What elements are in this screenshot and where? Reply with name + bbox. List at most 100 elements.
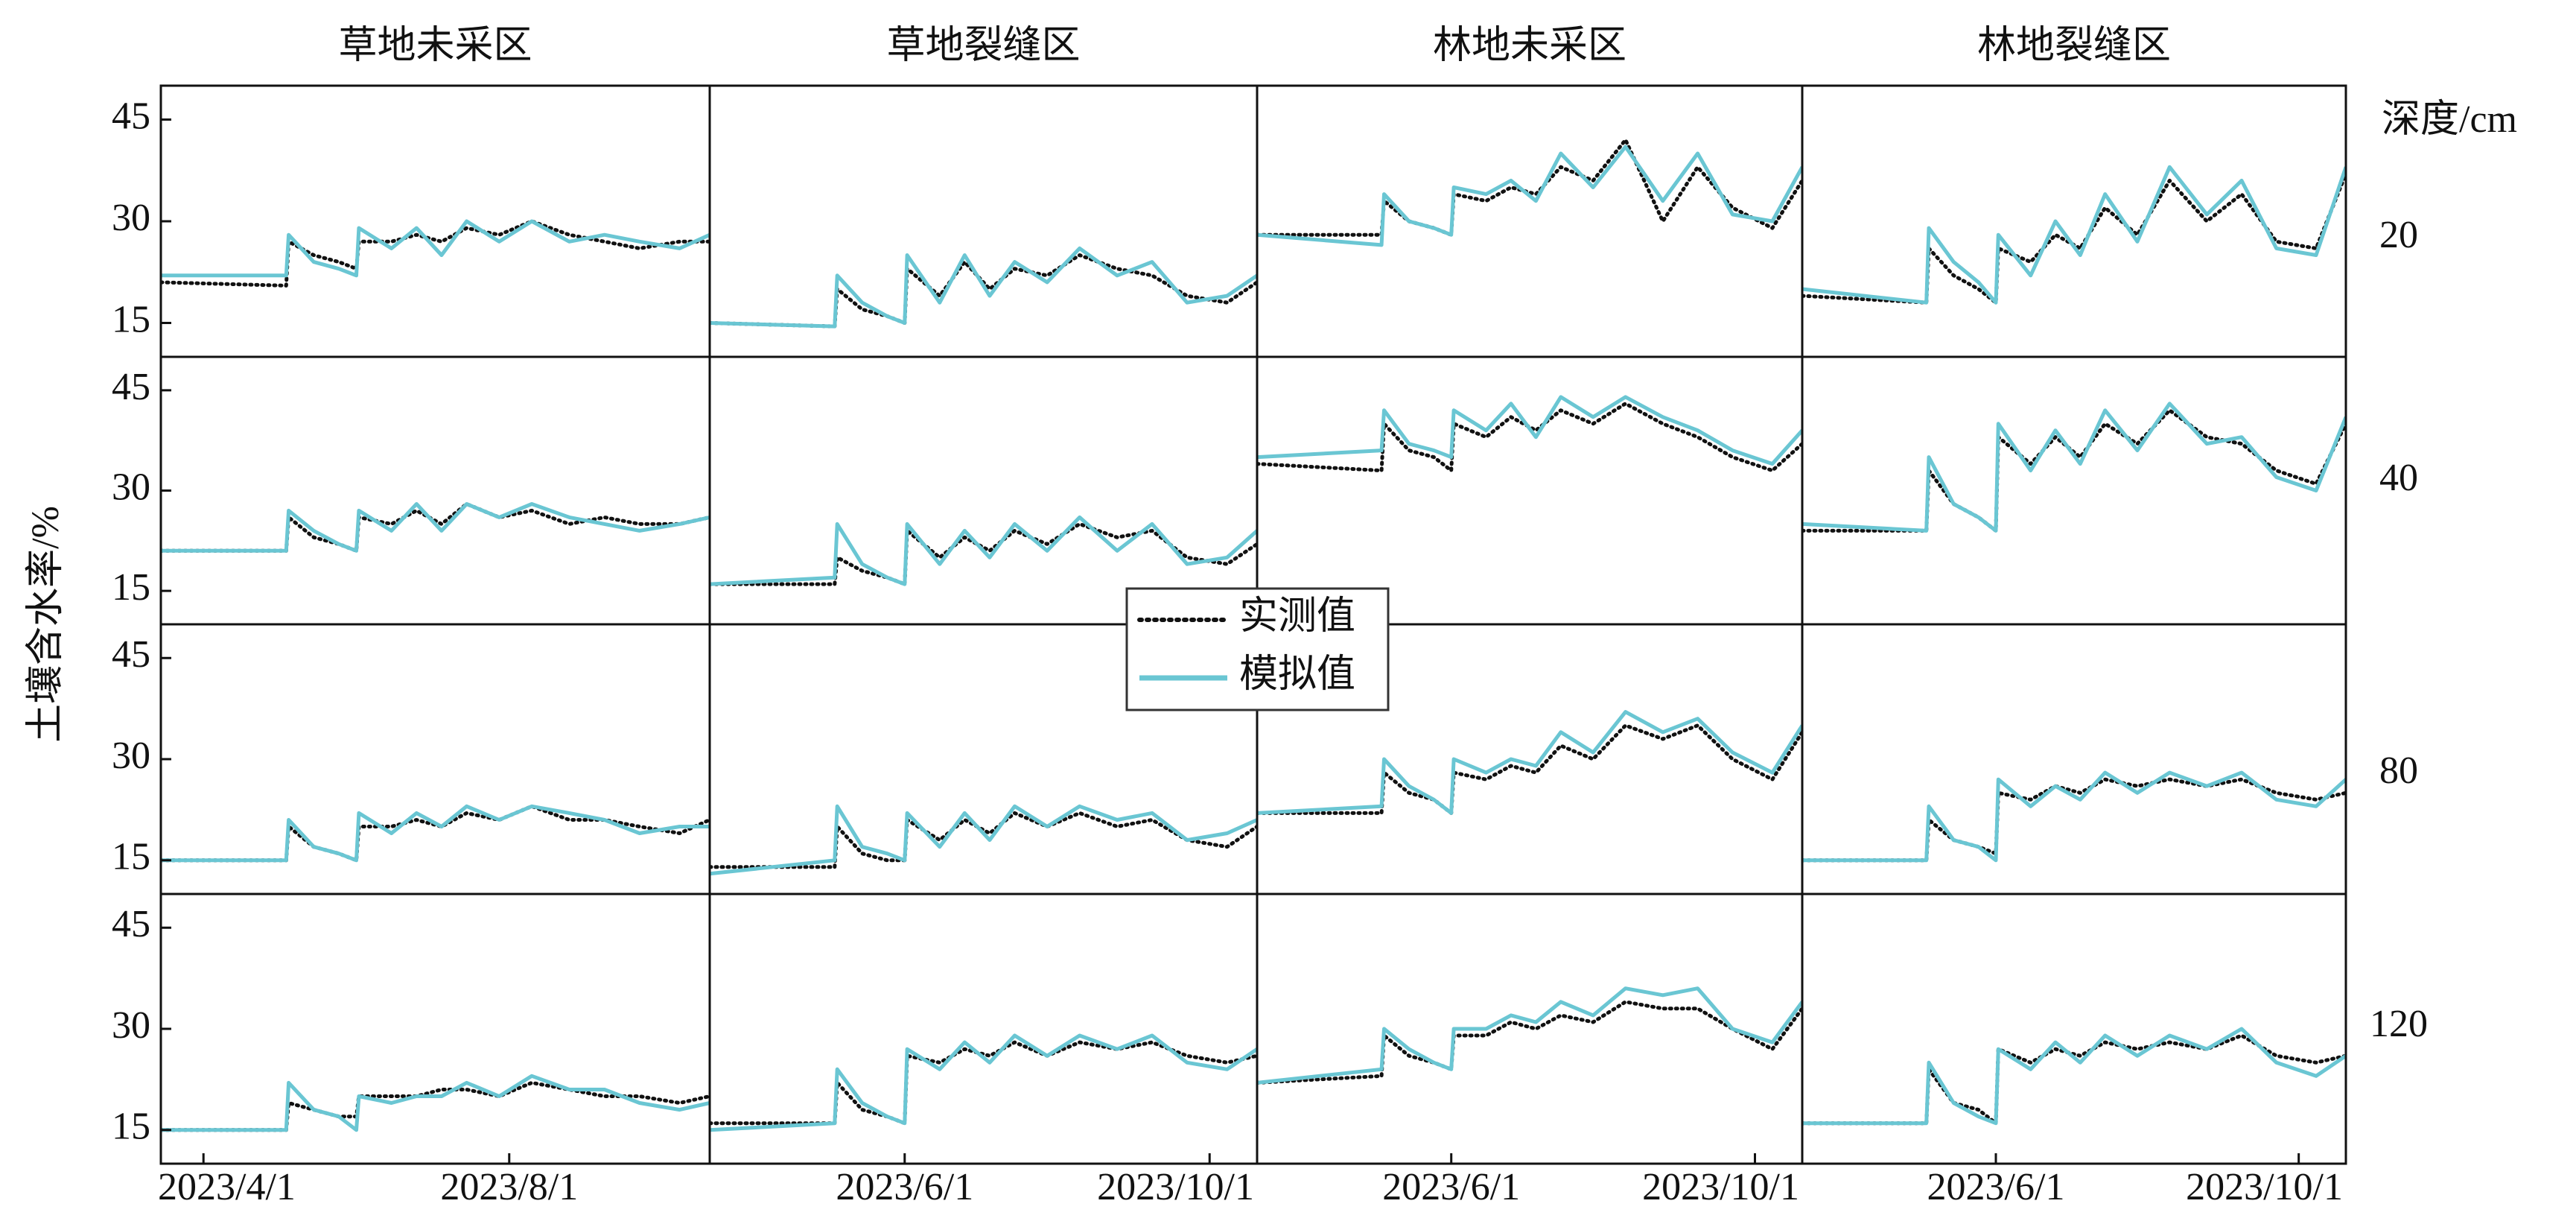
x-tick-label: 2023/6/1 <box>836 1166 973 1208</box>
panel: 80 <box>1801 623 2418 895</box>
x-tick-label: 2023/6/1 <box>1382 1166 1520 1208</box>
plot-area <box>1802 770 2346 863</box>
series-line <box>1257 710 1802 815</box>
series-line <box>1257 402 1802 473</box>
y-tick-label: 45 <box>112 633 150 676</box>
panel: 40 <box>1801 355 2418 626</box>
series-line <box>1257 1000 1802 1085</box>
panel: 15 30 45 <box>112 355 711 626</box>
series-line <box>1257 138 1802 237</box>
plot-area <box>710 246 1257 329</box>
depth-label: 120 <box>2370 1003 2428 1045</box>
plot-area <box>710 515 1257 586</box>
panel-title: 林地裂缝区 <box>1977 25 2171 67</box>
series-line <box>1802 770 2346 863</box>
legend-box <box>1125 587 1390 711</box>
series-line <box>161 804 710 863</box>
series-line <box>1802 165 2346 305</box>
depth-label: 40 <box>2379 457 2418 499</box>
series-line <box>710 246 1257 329</box>
depth-title: 深度/cm <box>2382 98 2517 141</box>
panel: 林地未采区 <box>1256 25 1804 358</box>
x-tick-label: 2023/6/1 <box>1927 1166 2065 1208</box>
y-axis-label: 土壤含水率/% <box>25 506 67 743</box>
y-tick-label: 45 <box>112 903 150 945</box>
panel-frame <box>1801 623 2347 895</box>
series-line <box>1257 723 1802 815</box>
y-tick-label: 15 <box>112 1106 150 1148</box>
series-line <box>161 502 710 553</box>
plot-area <box>1257 986 1802 1085</box>
y-tick-label: 15 <box>112 566 150 609</box>
series-line <box>161 1074 710 1132</box>
series-line <box>1257 145 1802 247</box>
series-line <box>710 804 1257 876</box>
series-line <box>710 1033 1257 1132</box>
series-line <box>710 521 1257 586</box>
plot-area <box>1802 402 2346 533</box>
y-tick-label: 30 <box>112 466 150 508</box>
legend-label: 实测值 <box>1239 595 1355 638</box>
legend-label: 模拟值 <box>1239 653 1355 696</box>
panel: 2023/6/1 2023/10/1 <box>708 892 1259 1208</box>
series-line <box>1802 408 2346 533</box>
series-line <box>161 219 710 288</box>
y-tick-label: 30 <box>112 1004 150 1047</box>
x-tick-label: 2023/10/1 <box>1642 1166 1799 1208</box>
series-line <box>1257 986 1802 1085</box>
panel-frame <box>1256 84 1804 358</box>
x-tick-label: 2023/10/1 <box>1097 1166 1254 1208</box>
x-tick-label: 2023/4/1 <box>158 1166 296 1208</box>
panel-frame <box>159 892 711 1165</box>
y-tick-label: 30 <box>112 197 150 239</box>
panel: 林地裂缝区 20 深度/cm <box>1801 25 2517 358</box>
plot-area <box>1257 710 1802 815</box>
panel-title: 草地未采区 <box>338 25 532 67</box>
series-line <box>161 219 710 278</box>
panel-frame <box>159 84 711 358</box>
panel <box>1256 355 1804 626</box>
y-tick-label: 15 <box>112 298 150 340</box>
panel-frame <box>708 84 1259 358</box>
panel: 15 30 45 <box>112 623 711 895</box>
series-line <box>1802 171 2346 305</box>
plot-area <box>710 1033 1257 1132</box>
series-line <box>1257 395 1802 466</box>
panel: 草地未采区 15 30 45 土壤含水率/% <box>25 25 711 743</box>
y-tick-label: 15 <box>112 836 150 878</box>
plot-area <box>161 219 710 288</box>
y-tick-label: 30 <box>112 735 150 777</box>
panel: 2023/6/1 2023/10/1 <box>1256 892 1804 1208</box>
panel: 草地裂缝区 <box>708 25 1259 358</box>
series-line <box>710 515 1257 586</box>
series-line <box>710 811 1257 869</box>
plot-area <box>710 804 1257 876</box>
series-line <box>161 804 710 863</box>
plot-area <box>1257 138 1802 247</box>
plot-area <box>161 1074 710 1132</box>
series-line <box>1802 402 2346 533</box>
y-tick-label: 45 <box>112 95 150 137</box>
depth-label: 20 <box>2379 214 2418 256</box>
panel-frame <box>1256 355 1804 626</box>
panel-title: 草地裂缝区 <box>886 25 1080 67</box>
panel-frame <box>159 623 711 895</box>
panel-frame <box>159 355 711 626</box>
plot-area <box>1802 1027 2346 1126</box>
depth-label: 80 <box>2379 749 2418 792</box>
panel: 2023/6/1 2023/10/1 120 <box>1801 892 2428 1208</box>
series-line <box>1802 1027 2346 1126</box>
plot-area <box>1257 395 1802 473</box>
series-line <box>161 1080 710 1132</box>
y-tick-label: 45 <box>112 366 150 408</box>
panel-frame <box>1801 892 2347 1165</box>
panel-frame <box>1801 355 2347 626</box>
panel <box>708 355 1259 626</box>
panel: 15 30 45 2023/4/1 2023/8/1 <box>112 892 711 1208</box>
plot-area <box>161 502 710 553</box>
panel-frame <box>1256 892 1804 1165</box>
plot-area <box>1802 165 2346 305</box>
panel-title: 林地未采区 <box>1433 25 1626 67</box>
